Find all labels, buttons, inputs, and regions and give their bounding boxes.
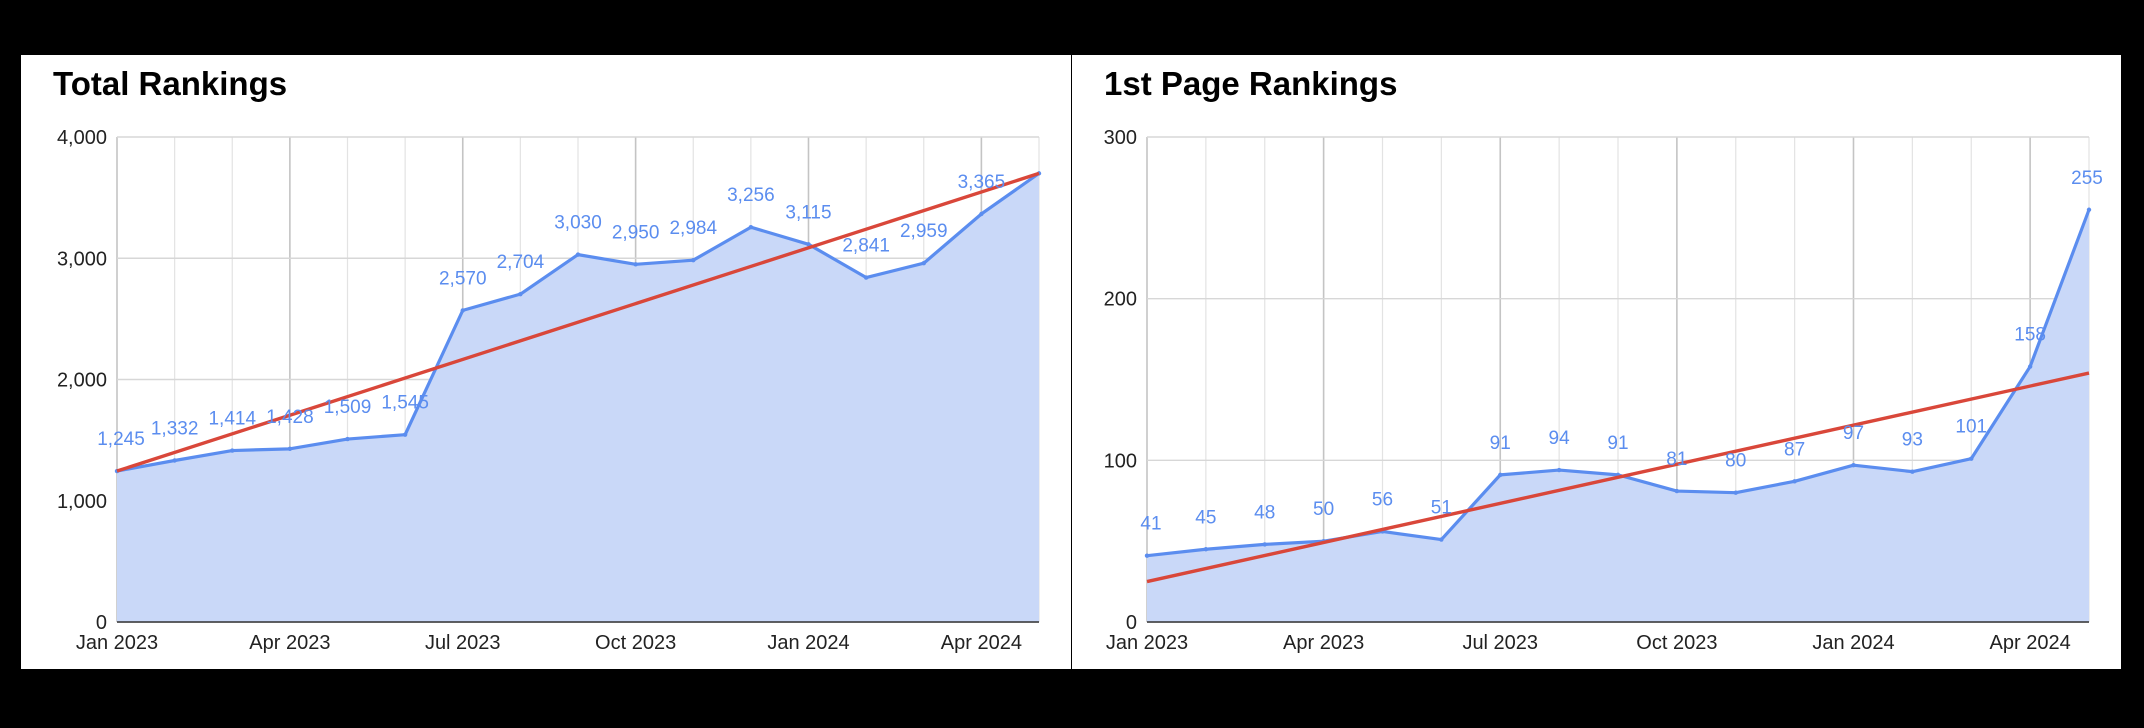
data-label: 2,984 — [669, 218, 717, 239]
x-tick-label: Apr 2024 — [1990, 632, 2071, 654]
data-point — [1262, 542, 1267, 547]
data-point — [863, 275, 869, 280]
data-label: 2,704 — [497, 252, 545, 273]
data-label: 255 — [2071, 168, 2103, 189]
y-tick-label: 100 — [1104, 450, 1137, 472]
chart-title: Total Rankings — [53, 65, 288, 102]
data-label: 97 — [1843, 423, 1864, 444]
data-point — [1792, 479, 1797, 484]
data-point — [518, 291, 523, 297]
data-point — [979, 211, 984, 217]
y-tick-label: 0 — [1126, 612, 1137, 634]
data-label: 158 — [2014, 325, 2046, 346]
series-area — [117, 173, 1039, 622]
data-label: 2,950 — [612, 222, 660, 243]
x-tick-label: Jul 2023 — [1462, 632, 1538, 654]
total-rankings-chart: 0 1,000 2,000 3,000 4,000 1,245 1,332 1,414 1,42… — [57, 127, 1042, 654]
data-point — [921, 261, 926, 266]
data-label: 2,570 — [439, 268, 487, 289]
data-label: 1,245 — [97, 429, 145, 450]
y-tick-label: 3,000 — [57, 248, 107, 270]
series-area — [1147, 209, 2089, 622]
data-point — [287, 446, 293, 452]
data-label: 91 — [1607, 433, 1628, 454]
x-tick-label: Oct 2023 — [595, 632, 676, 654]
y-tick-label: 300 — [1104, 127, 1137, 149]
x-tick-label: Jan 2024 — [1812, 632, 1894, 654]
x-tick-label: Apr 2023 — [1283, 632, 1364, 654]
data-point — [1144, 553, 1150, 558]
data-label: 3,115 — [785, 202, 831, 223]
data-point — [1969, 456, 1974, 461]
y-tick-label: 2,000 — [57, 370, 107, 392]
data-label: 81 — [1666, 449, 1687, 470]
data-label: 3,365 — [958, 172, 1006, 193]
data-point — [1910, 469, 1915, 474]
data-label: 1,332 — [151, 418, 199, 439]
data-label: 2,959 — [900, 221, 948, 242]
data-point — [2027, 364, 2033, 369]
data-point — [1203, 547, 1209, 552]
data-label: 1,545 — [381, 393, 429, 414]
data-label: 1,414 — [208, 409, 256, 430]
data-point — [1556, 467, 1562, 473]
data-label: 93 — [1902, 430, 1923, 451]
data-point — [1674, 488, 1680, 494]
data-point — [2086, 207, 2092, 212]
data-label: 91 — [1490, 433, 1511, 454]
data-point — [1498, 472, 1503, 478]
data-label: 87 — [1784, 439, 1805, 460]
x-tick-label: Jan 2023 — [1106, 632, 1188, 654]
data-point — [748, 225, 754, 230]
x-tick-label: Jan 2024 — [767, 632, 849, 654]
data-point — [172, 458, 177, 463]
data-point — [806, 242, 811, 247]
x-tick-label: Jan 2023 — [76, 632, 158, 654]
data-label: 1,509 — [324, 397, 372, 418]
chart-title: 1st Page Rankings — [1104, 65, 1398, 102]
data-point — [575, 252, 581, 257]
data-label: 41 — [1140, 514, 1161, 535]
data-label: 48 — [1254, 502, 1275, 523]
data-point — [230, 448, 235, 453]
data-point — [402, 432, 408, 437]
data-label: 3,030 — [554, 213, 602, 234]
data-label: 50 — [1313, 499, 1334, 520]
data-label: 101 — [1955, 417, 1987, 438]
x-tick-label: Jul 2023 — [425, 632, 501, 654]
x-tick-label: Apr 2024 — [941, 632, 1022, 654]
y-tick-label: 4,000 — [57, 127, 107, 149]
trendline — [1146, 371, 2090, 584]
data-label: 45 — [1195, 507, 1216, 528]
data-label: 1,428 — [266, 407, 314, 428]
data-point — [1851, 462, 1856, 468]
data-label: 2,841 — [842, 236, 890, 257]
data-point — [345, 436, 350, 442]
first-page-rankings-panel: 1st Page Rankings 0 100 200 300 41 45 48 50 56 51… — [1072, 55, 2121, 669]
data-label: 94 — [1549, 428, 1571, 449]
data-label: 3,256 — [727, 185, 775, 206]
data-point — [1439, 537, 1444, 542]
data-point — [1733, 490, 1738, 495]
y-tick-label: 1,000 — [57, 491, 107, 513]
y-tick-label: 0 — [96, 612, 107, 634]
x-tick-label: Oct 2023 — [1636, 632, 1717, 654]
data-label: 80 — [1725, 451, 1746, 472]
trendline — [116, 171, 1040, 473]
data-point — [633, 262, 638, 267]
data-point — [691, 257, 696, 263]
total-rankings-panel: Total Rankings 0 1,000 2,000 3,000 4,000 1,24… — [21, 55, 1071, 669]
first-page-rankings-chart: 0 100 200 300 41 45 48 50 56 51 91 94 91 81 80 87 97 93 10… — [1104, 127, 2103, 654]
x-tick-label: Apr 2023 — [249, 632, 330, 654]
y-tick-label: 200 — [1104, 289, 1137, 311]
data-label: 51 — [1431, 498, 1452, 519]
data-point — [460, 308, 465, 313]
data-label: 56 — [1372, 489, 1393, 510]
